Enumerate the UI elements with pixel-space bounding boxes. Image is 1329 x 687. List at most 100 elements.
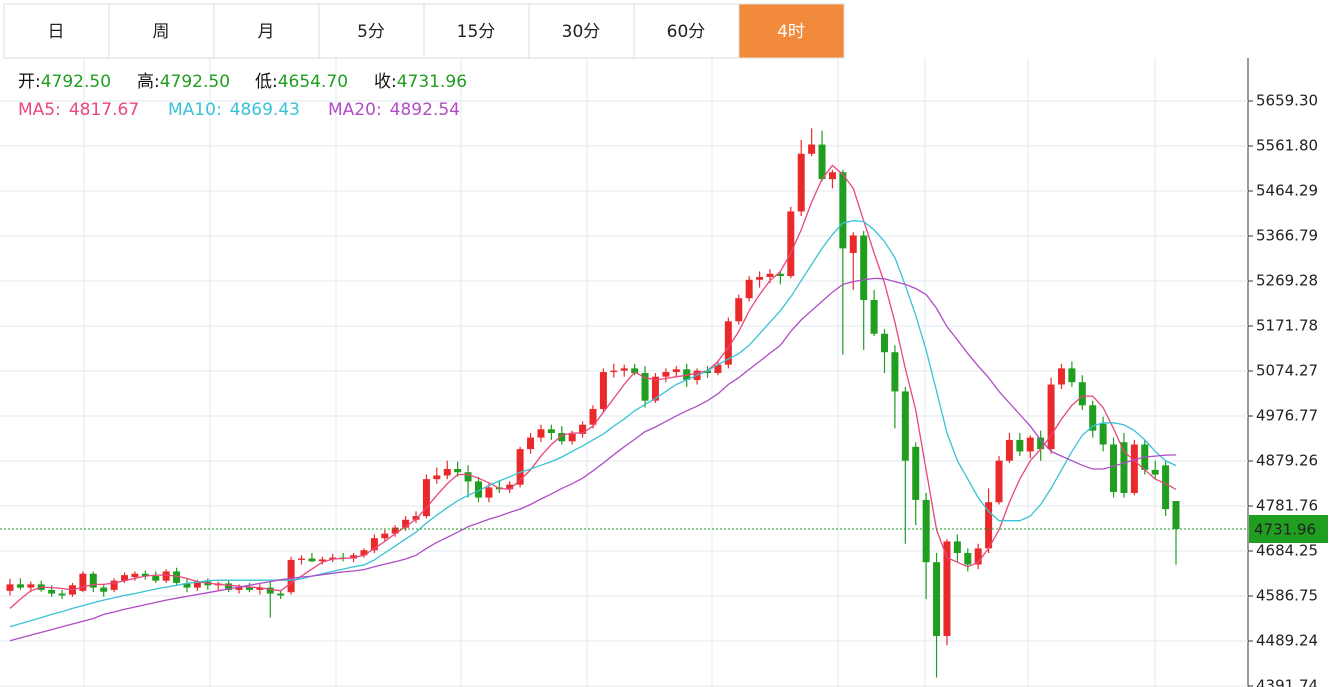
tab[interactable] <box>108 3 215 59</box>
ohlc-value: 4654.70 <box>278 72 348 92</box>
candle-body <box>672 369 680 373</box>
candle-body <box>547 429 555 433</box>
candle-body <box>506 484 514 490</box>
candle-body <box>422 479 430 517</box>
candle-body <box>308 558 316 562</box>
candle-body <box>350 555 358 559</box>
candle-body <box>787 211 795 277</box>
ma-legend: MA10: 4869.43 <box>168 100 300 120</box>
candle-body <box>901 391 909 461</box>
ohlc-legend: 收:4731.96 <box>374 72 467 92</box>
tab-label[interactable]: 4时 <box>777 22 805 42</box>
tab[interactable] <box>528 3 635 59</box>
candle-body <box>558 432 566 442</box>
y-tick-label: 5366.79 <box>1256 227 1318 245</box>
tab[interactable] <box>318 3 425 59</box>
candle-body <box>235 587 243 590</box>
candle-body <box>1120 442 1128 493</box>
candle-body <box>454 468 462 473</box>
candle-body <box>995 460 1003 503</box>
ohlc-value: 4731.96 <box>397 72 467 92</box>
candle-body <box>662 372 670 377</box>
candle-body <box>277 593 285 596</box>
candle-body <box>1089 405 1097 431</box>
ma-legend: MA5: 4817.67 <box>18 100 139 120</box>
ma-value: 4817.67 <box>69 100 139 120</box>
tab-label[interactable]: 60分 <box>667 22 706 42</box>
candle-body <box>1026 437 1034 452</box>
candle-body <box>27 584 35 588</box>
candle-body <box>183 582 191 588</box>
candle-body <box>48 589 56 594</box>
candle-body <box>1130 444 1138 493</box>
tab[interactable] <box>3 3 110 59</box>
candle-body <box>131 573 139 577</box>
y-tick-label: 5561.80 <box>1256 137 1318 155</box>
y-tick-label: 4976.77 <box>1256 407 1318 425</box>
ohlc-legend: 低:4654.70 <box>255 72 348 92</box>
candle-body <box>412 516 420 520</box>
candle-body <box>443 468 451 476</box>
ohlc-label: 开: <box>18 72 41 92</box>
ma-sep: : <box>55 100 61 120</box>
y-tick-label: 5659.30 <box>1256 92 1318 110</box>
candle-body <box>121 575 129 581</box>
y-tick-label: 5269.28 <box>1256 272 1318 290</box>
candle-body <box>985 502 993 549</box>
candle-body <box>953 541 961 553</box>
candle-body <box>1047 384 1055 450</box>
candle-body <box>839 172 847 249</box>
candle-body <box>943 541 951 637</box>
tab-label[interactable]: 日 <box>48 22 65 42</box>
tab-label[interactable]: 5分 <box>357 22 385 42</box>
candle-body <box>704 370 712 373</box>
ma-line <box>9 220 1177 628</box>
y-tick-label: 4684.25 <box>1256 542 1318 560</box>
tab[interactable] <box>213 3 320 59</box>
candle-body <box>527 437 535 450</box>
candle-body <box>370 538 378 551</box>
candle-body <box>402 519 410 528</box>
candle-body <box>589 408 597 425</box>
candle-body <box>110 580 118 590</box>
last-price-box <box>1249 514 1328 543</box>
ma-legend: MA20: 4892.54 <box>328 100 460 120</box>
candle-body <box>287 559 295 593</box>
candle-body <box>298 558 305 560</box>
ma-line <box>9 164 1177 609</box>
y-tick-label: 4489.24 <box>1256 632 1318 650</box>
candle-body <box>818 144 826 180</box>
candle-body <box>360 550 368 556</box>
candle-body <box>922 499 930 563</box>
ohlc-legend: 高:4792.50 <box>137 72 230 92</box>
tab-label[interactable]: 月 <box>258 22 275 42</box>
candle-body <box>1057 368 1065 385</box>
tab[interactable] <box>633 3 740 59</box>
candle-body <box>631 368 639 373</box>
candle-body <box>745 279 753 299</box>
y-tick-label: 4391.74 <box>1256 677 1318 687</box>
ma-line <box>9 277 1177 642</box>
candle-body <box>776 273 784 277</box>
ohlc-label: 低: <box>255 72 278 92</box>
candle-body <box>797 153 805 212</box>
candle-body <box>433 475 441 480</box>
candle-body <box>735 298 743 322</box>
tab[interactable] <box>423 3 530 59</box>
y-tick-label: 4781.76 <box>1256 497 1318 515</box>
candle-body <box>641 372 649 401</box>
ma-sep: : <box>216 100 222 120</box>
tab-label[interactable]: 15分 <box>457 22 496 42</box>
candle-body <box>391 527 399 534</box>
tab-label[interactable]: 30分 <box>562 22 601 42</box>
candle-body <box>1099 423 1107 445</box>
candle-body <box>266 587 274 594</box>
tab[interactable] <box>738 3 845 59</box>
candle-body <box>828 172 836 180</box>
candle-body <box>579 424 587 434</box>
candle-body <box>1078 382 1086 406</box>
candle-body <box>651 376 659 401</box>
candle-body <box>568 433 576 442</box>
candle-body <box>193 581 201 588</box>
tab-label[interactable]: 周 <box>153 22 170 42</box>
